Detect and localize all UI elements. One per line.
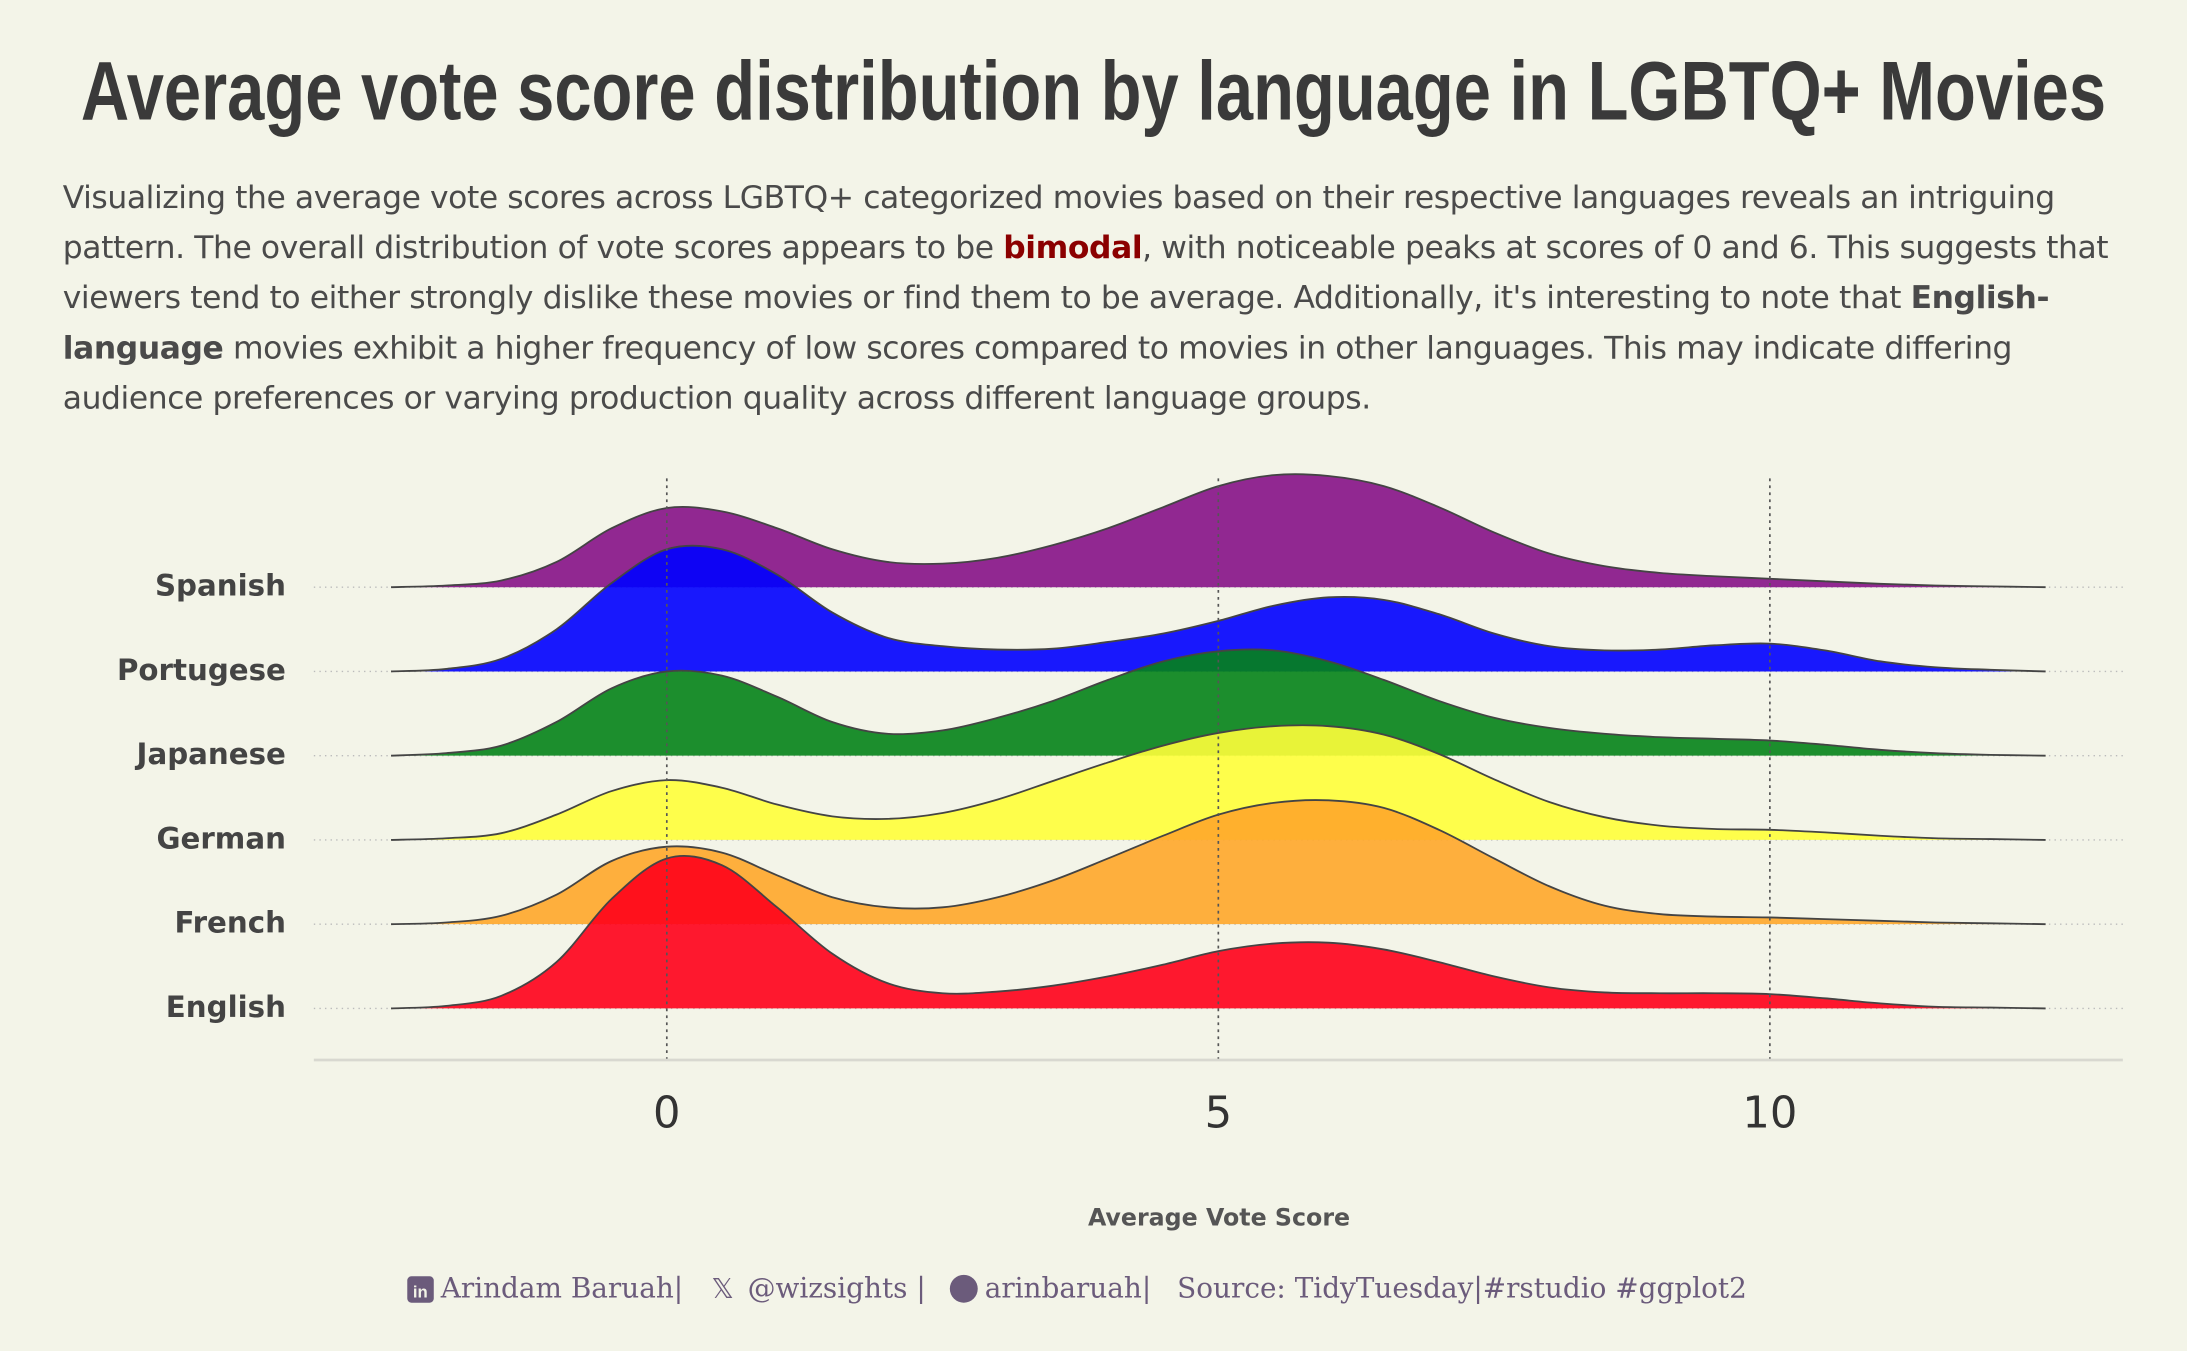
github-icon: [949, 1274, 978, 1303]
x-tick-label: 0: [653, 1088, 681, 1138]
plot: Spanish Portugese Japanese German French Engl…: [117, 473, 2123, 1138]
chart-title: Average vote score distribution by langu…: [81, 44, 2106, 138]
caption-text: arinbaruah|: [985, 1272, 1152, 1305]
x-axis-label: Average Vote Score: [1088, 1204, 1350, 1232]
subtitle-text: , with noticeable peaks at scores of 0 a…: [62, 230, 2109, 317]
subtitle-text: Visualizing the average vote scores acro…: [62, 179, 2055, 267]
x-tick-label: 5: [1205, 1088, 1233, 1138]
ridge-area: [391, 474, 2046, 588]
caption-text: Arindam Baruah|: [440, 1272, 683, 1305]
subtitle-text: movies exhibit a higher frequency of low…: [62, 330, 2013, 418]
caption-text: @wizsights |: [748, 1272, 926, 1305]
ridge-area: [391, 545, 2046, 672]
x-tick-label: 10: [1742, 1088, 1797, 1138]
y-tick-label: Portugese: [117, 653, 286, 687]
caption-text: Source: TidyTuesday|#rstudio #ggplot2: [1177, 1272, 1747, 1305]
ridge-line: [390, 544, 2046, 673]
ridge-area: [391, 855, 2046, 1009]
y-tick-label: Spanish: [155, 569, 286, 603]
ridge-area: [391, 725, 2046, 840]
subtitle-highlight: English-language: [62, 280, 2050, 367]
ridge-line: [390, 855, 2046, 1010]
linkedin-icon-text: in: [413, 1282, 428, 1301]
y-tick-label: French: [174, 906, 285, 940]
y-tick-label: English: [166, 990, 286, 1024]
subtitle: Visualizing the average vote scores acro…: [63, 173, 2113, 424]
ridge-line: [390, 648, 2046, 757]
y-tick-label: Japanese: [135, 737, 286, 771]
linkedin-icon: [407, 1276, 434, 1303]
caption: in Arindam Baruah| 𝕏 @wizsights | arinba…: [407, 1272, 1747, 1305]
subtitle-highlight: bimodal: [1003, 230, 1143, 267]
x-icon: 𝕏: [711, 1272, 733, 1305]
y-tick-label: German: [156, 821, 285, 855]
